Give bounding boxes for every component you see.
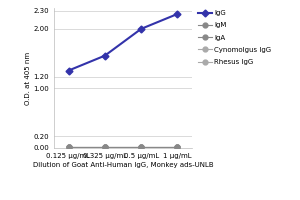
Legend: IgG, IgM, IgA, Cynomolgus IgG, Rhesus IgG: IgG, IgM, IgA, Cynomolgus IgG, Rhesus Ig… [197,9,273,66]
Y-axis label: O.D. at 405 nm: O.D. at 405 nm [25,51,31,105]
X-axis label: Dilution of Goat Anti-Human IgG, Monkey ads-UNLB: Dilution of Goat Anti-Human IgG, Monkey … [33,162,213,168]
